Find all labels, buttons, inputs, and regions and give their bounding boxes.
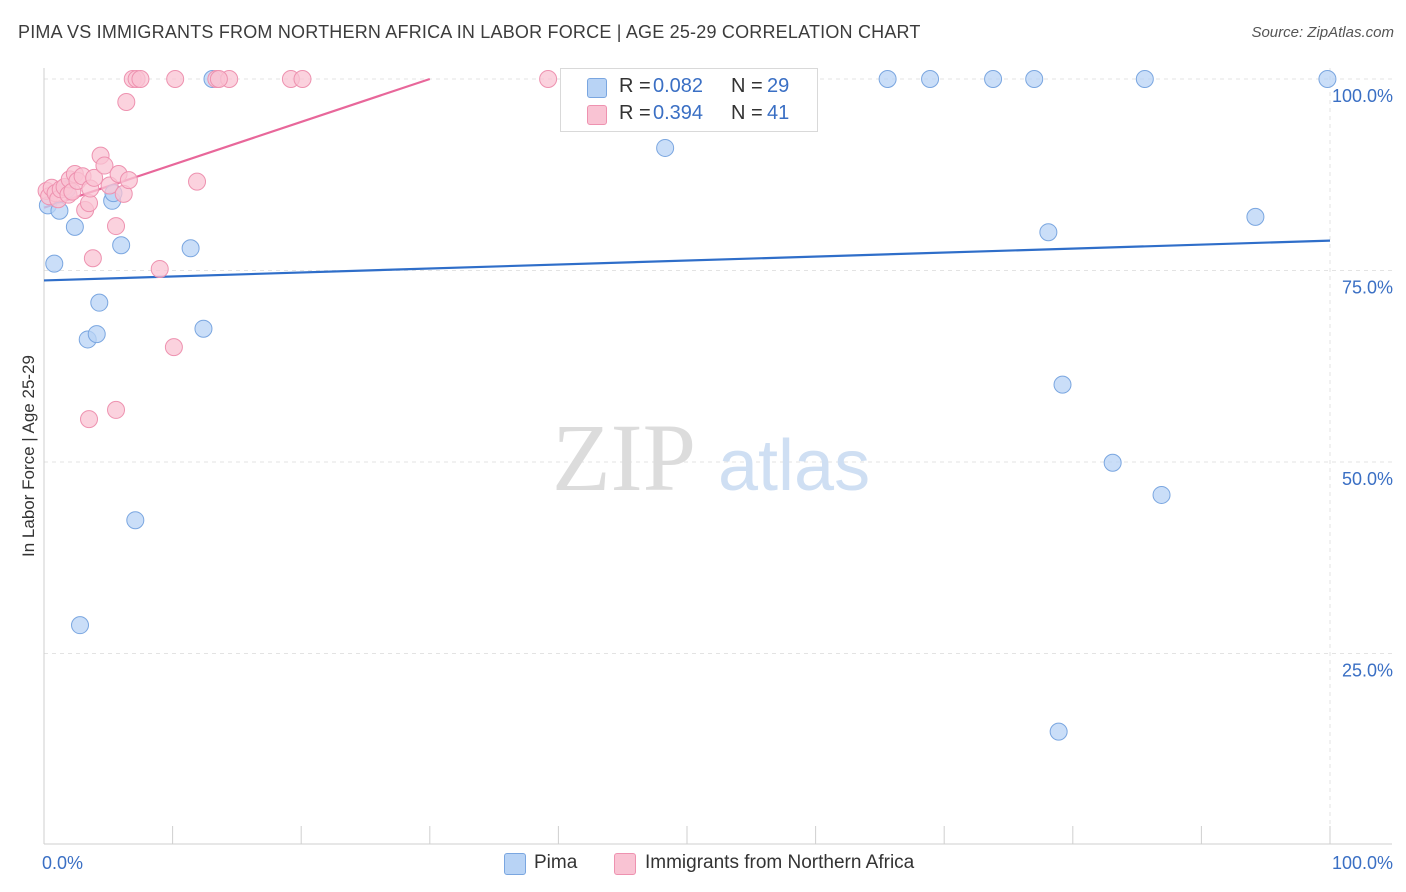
pima-point [984, 70, 1003, 88]
nafrica-point [80, 410, 99, 429]
pima-point [1053, 375, 1072, 394]
pima-point [921, 70, 940, 88]
pima-point [1318, 70, 1337, 88]
nafrica-point [107, 400, 126, 419]
pima-point [1025, 70, 1044, 88]
watermark-atlas: atlas [718, 426, 870, 506]
nafrica-point [85, 168, 104, 187]
pima-point [181, 239, 200, 258]
nafrica-point [209, 70, 228, 88]
grid-layer [44, 68, 1392, 844]
pima-point [194, 319, 213, 338]
pima-point [1039, 223, 1058, 242]
nafrica-point [83, 249, 102, 268]
legend-n-value: 41 [767, 102, 790, 124]
watermark: ZIP atlas [552, 404, 870, 511]
legend-r-label: R = [619, 75, 651, 97]
y-tick-label: 50.0% [1342, 469, 1393, 489]
y-axis-label: In Labor Force | Age 25-29 [19, 355, 38, 557]
pima-point [71, 616, 90, 635]
nafrica-point [188, 172, 207, 191]
pima-trend-line [43, 239, 1331, 282]
y-tick-label: 25.0% [1342, 661, 1393, 681]
axis-layer: 25.0% 50.0% 75.0% 100.0% 0.0% 100.0% [42, 68, 1393, 873]
nafrica-point [164, 338, 183, 357]
pima-legend-label: Pima [534, 852, 578, 873]
correlation-legend: R = 0.082 N = 29 R = 0.394 N = 41 [560, 68, 818, 132]
nafrica-point [131, 70, 150, 88]
nafrica-point [119, 171, 138, 190]
pima-swatch [587, 78, 607, 98]
pima-point [45, 254, 64, 273]
pima-legend-swatch [504, 853, 526, 875]
nafrica-point [150, 259, 169, 278]
pima-point [1246, 207, 1265, 226]
legend-r-value: 0.394 [653, 102, 704, 124]
pima-point [1049, 722, 1068, 741]
pima-point [87, 325, 106, 344]
nafrica-point [539, 70, 558, 88]
pima-point [112, 236, 131, 255]
legend-r-label: R = [619, 102, 651, 124]
pima-point [656, 138, 675, 157]
nafrica-legend-label: Immigrants from Northern Africa [645, 852, 915, 873]
pima-point [1135, 70, 1154, 88]
legend-n-label: N = [731, 75, 763, 97]
source-label: Source: ZipAtlas.com [1251, 24, 1394, 41]
pima-point [65, 217, 84, 236]
pima-point [1152, 485, 1171, 504]
nafrica-point [117, 92, 136, 111]
legend-n-value: 29 [767, 75, 790, 97]
pima-point [126, 511, 145, 530]
nafrica-point [95, 156, 114, 175]
nafrica-legend-swatch [614, 853, 636, 875]
nafrica-swatch [587, 105, 607, 125]
chart-title: PIMA VS IMMIGRANTS FROM NORTHERN AFRICA … [18, 22, 921, 42]
nafrica-point [293, 70, 312, 88]
pima-point [90, 293, 109, 312]
pima-point [1103, 453, 1122, 472]
legend-n-label: N = [731, 102, 763, 124]
pima-point [878, 70, 897, 88]
points-layer [37, 70, 1337, 741]
x-tick-label: 0.0% [42, 853, 83, 873]
y-tick-label: 100.0% [1332, 86, 1393, 106]
nafrica-point [107, 217, 126, 236]
nafrica-point [166, 70, 185, 88]
legend-r-value: 0.082 [653, 75, 704, 97]
watermark-zip: ZIP [552, 404, 696, 511]
x-tick-label: 100.0% [1332, 853, 1393, 873]
y-tick-label: 75.0% [1342, 278, 1393, 298]
